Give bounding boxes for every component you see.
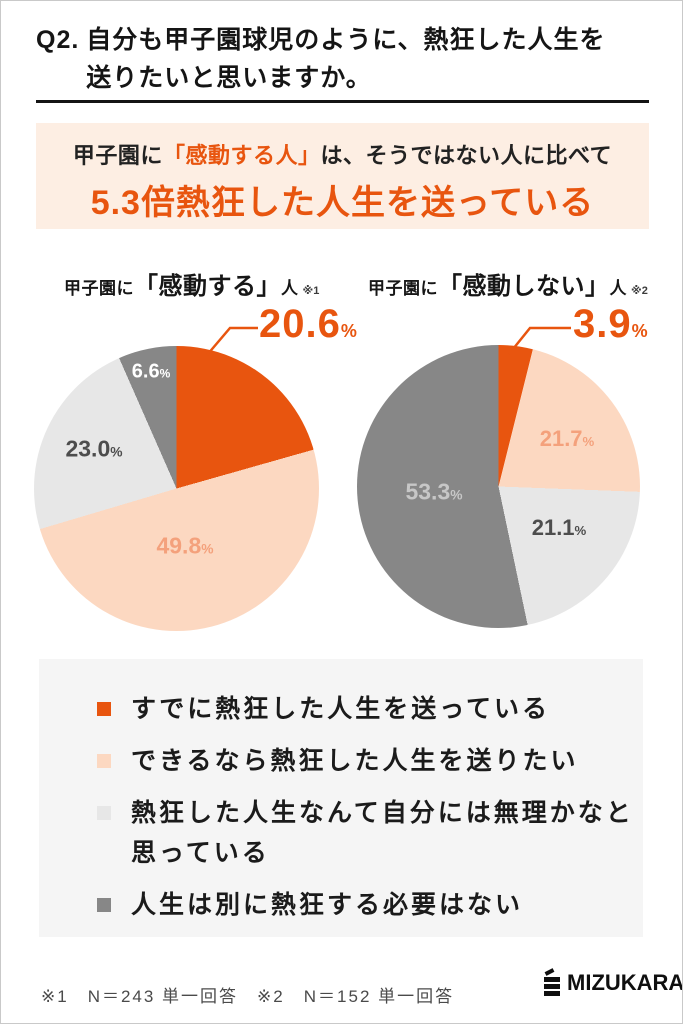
headline-line1-em: 「感動する人」 (162, 143, 321, 168)
mizukara-logo-icon (544, 968, 561, 996)
chart-title-left: 甲子園に 「感動する」人 ※1 (64, 266, 319, 301)
slice-value: 21.7 (539, 426, 583, 451)
legend-swatch-darkgray (97, 898, 111, 912)
headline-line1-post: は、そうではない人に比べて (320, 143, 613, 168)
callout-unit-left: % (340, 321, 358, 341)
logo-bar (544, 984, 560, 989)
slice-value: 53.3 (405, 478, 451, 505)
legend-item: 熱狂した人生なんて自分には無理かなと思っている (97, 793, 643, 873)
question-number: Q2. (36, 26, 80, 54)
logo-bar (544, 991, 560, 996)
callout-value-left: 20.6% (259, 302, 358, 347)
headline-line2: 5.3倍熱狂した人生を送っている (90, 184, 595, 222)
slice-value: 21.1 (531, 515, 575, 540)
pie-chart-moved (34, 346, 319, 631)
legend-swatch-orange (97, 702, 111, 716)
chart-title-left-post: 人 (281, 279, 299, 298)
chart-title-right-em: 「感動しない」 (438, 273, 610, 300)
slice-value: 23.0 (65, 435, 111, 462)
logo-bar (544, 977, 560, 982)
title-divider (36, 100, 649, 103)
chart-title-right-post: 人 (609, 279, 627, 298)
legend-label: 熱狂した人生なんて自分には無理かなと思っている (131, 799, 634, 867)
question-line2: 送りたいと思いますか。 (86, 64, 372, 92)
slice-value: 6.6 (131, 360, 160, 383)
mizukara-logo-text: MIZUKARA (567, 970, 683, 995)
callout-number-right: 3.9 (573, 302, 632, 346)
chart-title-right: 甲子園に 「感動しない」人 ※2 (368, 266, 648, 301)
logo-accent-mark (544, 968, 555, 976)
slice-unit: % (450, 487, 463, 503)
chart-title-left-ref: ※1 (302, 285, 320, 297)
slice-value: 49.8 (156, 532, 202, 559)
callout-value-right: 3.9% (573, 302, 649, 347)
legend-item: できるなら熱狂した人生を送りたい (97, 741, 643, 781)
chart-title-right-ref: ※2 (631, 285, 648, 297)
legend-swatch-peach (97, 754, 111, 768)
slice-label-right-21-1: 21.1% (532, 515, 587, 541)
headline-line1: 甲子園に「感動する人」は、そうではない人に比べて (36, 138, 649, 170)
legend-item: 人生は別に熱狂する必要はない (97, 885, 643, 925)
legend: すでに熱狂した人生を送っている できるなら熱狂した人生を送りたい 熱狂した人生な… (39, 659, 643, 937)
slice-label-left-6-6: 6.6% (132, 361, 170, 384)
legend-swatch-lightgray (97, 806, 111, 820)
legend-label: できるなら熱狂した人生を送りたい (131, 747, 579, 775)
callout-number-left: 20.6 (259, 302, 341, 346)
headline-line1-pre: 甲子園に (72, 143, 163, 168)
slice-unit: % (159, 366, 171, 381)
chart-title-left-pre: 甲子園に (64, 279, 134, 298)
question-line1: 自分も甲子園球児のように、熱狂した人生を (86, 26, 606, 54)
mizukara-logo: MIZUKARA (544, 968, 683, 996)
slice-label-left-49-8: 49.8% (156, 533, 213, 560)
slice-unit: % (201, 541, 214, 557)
legend-label: 人生は別に熱狂する必要はない (131, 891, 524, 919)
slice-unit: % (110, 444, 123, 460)
slice-label-left-23-0: 23.0% (65, 436, 122, 463)
slice-label-right-53-3: 53.3% (405, 479, 462, 506)
slice-label-right-21-7: 21.7% (540, 426, 595, 452)
callout-unit-right: % (631, 321, 649, 341)
slice-unit: % (574, 523, 587, 538)
headline-banner: 甲子園に「感動する人」は、そうではない人に比べて 5.3倍熱狂した人生を送ってい… (36, 123, 649, 229)
slice-unit: % (582, 434, 595, 449)
question-text: 自分も甲子園球児のように、熱狂した人生を 送りたいと思いますか。 (86, 21, 605, 97)
sample-size-footnote: ※1 N＝243 単一回答 ※2 N＝152 単一回答 (41, 987, 455, 1006)
chart-title-right-pre: 甲子園に (368, 279, 438, 298)
question-title: Q2. 自分も甲子園球児のように、熱狂した人生を 送りたいと思いますか。 (36, 21, 606, 97)
legend-item: すでに熱狂した人生を送っている (97, 689, 643, 729)
pie-chart-not-moved (357, 345, 640, 628)
chart-title-left-em: 「感動する」 (134, 273, 281, 300)
legend-label: すでに熱狂した人生を送っている (131, 695, 551, 723)
